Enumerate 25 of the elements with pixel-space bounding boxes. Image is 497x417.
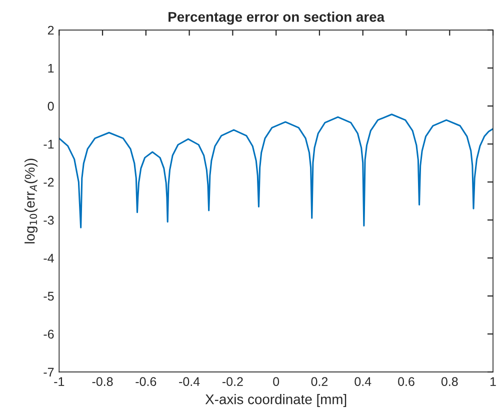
- chart-title: Percentage error on section area: [168, 12, 385, 25]
- y-tick-label: -5: [44, 292, 54, 301]
- x-tick-label: 0.2: [311, 377, 328, 386]
- x-tick-label: 0: [273, 377, 280, 386]
- x-tick-label: 1: [490, 377, 496, 386]
- y-tick-label: 0: [48, 102, 54, 111]
- x-tick-label: 0.4: [354, 377, 372, 386]
- y-tick-label: 1: [48, 64, 54, 73]
- y-tick-label: -7: [44, 368, 54, 376]
- x-tick-label: -0.8: [92, 377, 113, 386]
- y-tick-label: 2: [48, 26, 54, 35]
- x-tick-label: -0.6: [136, 377, 156, 386]
- y-tick-label: -4: [44, 254, 54, 263]
- y-tick-label: -6: [44, 330, 54, 339]
- x-tick-label: -0.4: [179, 377, 200, 386]
- y-tick-label: -2: [44, 178, 54, 187]
- y-tick-label: -3: [44, 216, 54, 225]
- y-axis-title: log$_{10}$(err$_{A}$(%)): [24, 158, 38, 244]
- x-tick-label: 0.8: [441, 377, 458, 386]
- x-axis-title: X-axis coordinate [mm]: [205, 394, 346, 407]
- x-tick-label: -0.2: [222, 377, 243, 386]
- y-tick-label: -1: [44, 140, 54, 149]
- x-tick-label: 0.6: [398, 377, 414, 386]
- line-series: [59, 114, 494, 228]
- x-tick-label: -1: [54, 377, 64, 386]
